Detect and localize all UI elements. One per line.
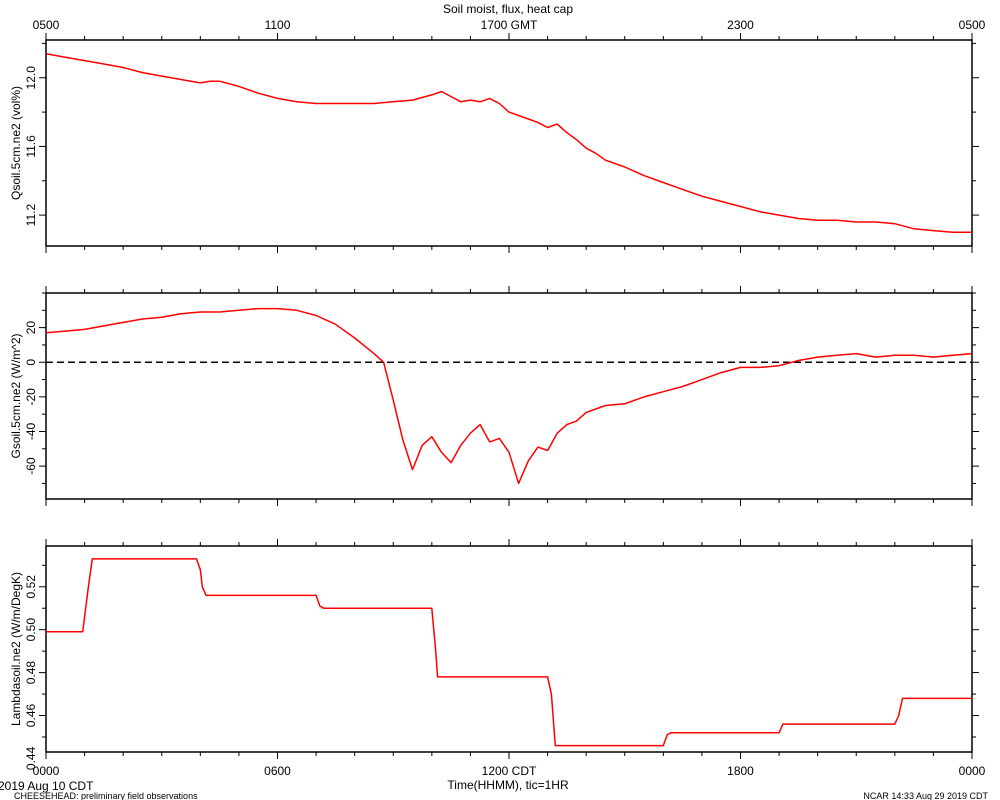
bottom-tick-labels: 0000 0600 1200 CDT 1800 0000: [33, 764, 986, 778]
series-line: [46, 558, 972, 747]
top-tick-label: 1100: [265, 18, 291, 32]
y-axis-label: Lambdasoil.ne2 (W/m/DegK): [9, 572, 23, 726]
top-tick-label: 0500: [959, 18, 986, 32]
series-line: [45, 307, 973, 485]
top-tick-label: 2300: [727, 18, 754, 32]
y-tick-label: 11.2: [24, 204, 38, 227]
y-tick-label: 0.50: [24, 618, 38, 642]
y-tick-label: -60: [24, 457, 38, 475]
top-tick-label: 1700 GMT: [481, 18, 538, 32]
plot-frame: [45, 292, 973, 500]
footer-left: CHEESEHEAD: preliminary field observatio…: [14, 791, 198, 800]
y-axis-label: Gsoil.5cm.ne2 (W/m^2): [9, 334, 23, 459]
y-tick-label: 20: [24, 321, 38, 335]
plot-frame: [45, 39, 973, 247]
y-axis-label: Qsoil.5cm.ne2 (vol%): [9, 86, 23, 200]
bottom-tick-label: 1800: [727, 764, 754, 778]
y-tick-label: -20: [24, 388, 38, 406]
top-tick-labels: 0500 1100 1700 GMT 2300 0500: [33, 18, 986, 32]
top-tick-label: 0500: [33, 18, 60, 32]
x-axis-label: Time(HHMM), tic=1HR: [447, 778, 569, 792]
y-tick-label: 0.46: [24, 704, 38, 728]
y-tick-label: 0.48: [24, 661, 38, 685]
y-tick-label: 0.44: [24, 746, 38, 770]
plot-frame: [45, 545, 973, 753]
footer-right: NCAR 14:33 Aug 29 2019 CDT: [863, 791, 988, 800]
y-tick-label: 12.0: [24, 66, 38, 90]
bottom-tick-label: 0600: [264, 764, 291, 778]
bottom-tick-label: 0000: [33, 764, 60, 778]
y-tick-label: 0: [24, 359, 38, 366]
y-tick-label: 11.6: [24, 135, 38, 158]
y-tick-label: -40: [24, 422, 38, 440]
date-label: 2019 Aug 10 CDT: [0, 779, 94, 793]
bottom-tick-label: 0000: [959, 764, 986, 778]
chart-title: Soil moist, flux, heat cap: [443, 2, 573, 16]
y-tick-label: 0.52: [24, 575, 38, 599]
bottom-tick-label: 1200 CDT: [482, 764, 537, 778]
series-line: [45, 52, 972, 234]
